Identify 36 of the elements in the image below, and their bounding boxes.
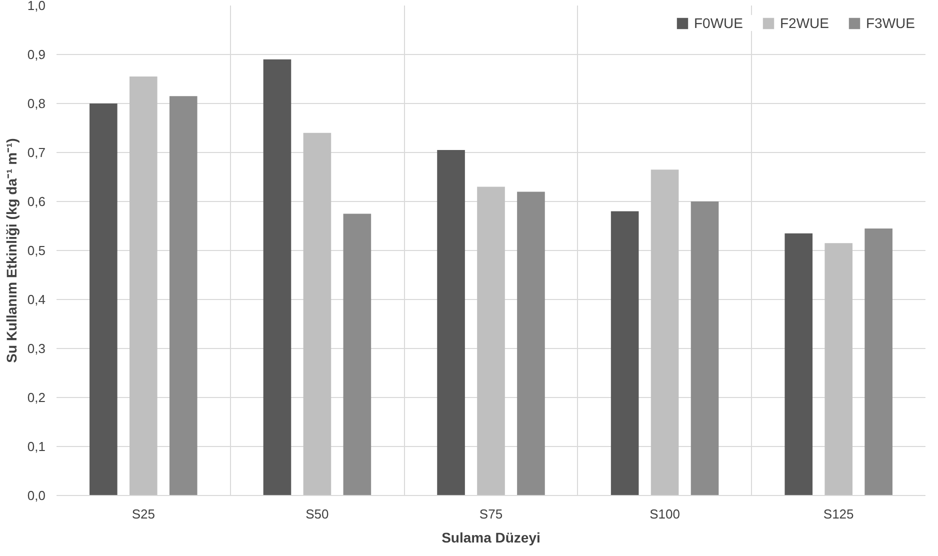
legend-label: F2WUE xyxy=(780,15,829,31)
bar xyxy=(437,150,465,496)
bar xyxy=(650,170,679,496)
y-tick-label: 0,1 xyxy=(27,439,46,454)
legend-label: F0WUE xyxy=(694,15,743,31)
y-tick-label: 0,6 xyxy=(27,194,46,209)
bar xyxy=(610,211,639,496)
bar xyxy=(129,76,158,496)
bar xyxy=(343,214,372,496)
y-tick-label: 0,4 xyxy=(27,292,46,307)
y-tick-label: 0,7 xyxy=(27,145,46,160)
y-tick-label: 0,5 xyxy=(27,243,46,258)
x-tick-label: S125 xyxy=(823,506,854,522)
x-tick-label: S25 xyxy=(132,506,155,522)
legend-label: F3WUE xyxy=(866,15,915,31)
x-tick-label: S75 xyxy=(479,506,503,522)
bar xyxy=(517,192,545,496)
y-tick-label: 0,3 xyxy=(27,341,46,356)
bar xyxy=(864,228,892,496)
bar xyxy=(784,233,813,496)
x-axis-title: Sulama Düzeyi xyxy=(442,530,540,546)
x-tick-label: S50 xyxy=(306,506,329,522)
y-axis-title: Su Kullanım Etkinliği (kg da⁻¹ m⁻¹) xyxy=(3,138,20,363)
bar xyxy=(824,243,853,496)
bar xyxy=(169,96,198,496)
bar xyxy=(690,202,719,496)
y-tick-label: 0,2 xyxy=(27,390,46,405)
bar xyxy=(477,186,505,496)
bar xyxy=(263,59,292,496)
y-tick-label: 0,9 xyxy=(27,47,46,62)
y-tick-label: 0,8 xyxy=(27,96,46,111)
y-tick-label: 1,0 xyxy=(27,0,46,13)
bar xyxy=(303,132,332,496)
x-tick-label: S100 xyxy=(650,506,680,522)
y-tick-label: 0,0 xyxy=(27,488,46,503)
bar xyxy=(90,104,118,496)
